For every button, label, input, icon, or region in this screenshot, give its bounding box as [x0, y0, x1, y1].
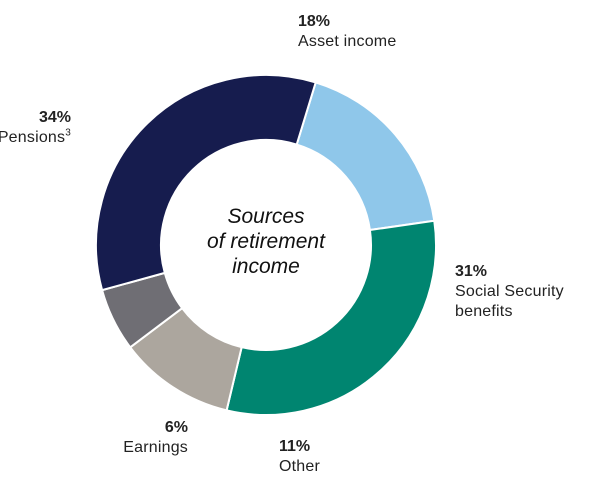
label-other-percent: 11%	[279, 438, 311, 455]
label-pensions-name: Pensions3	[0, 128, 71, 148]
slice-social-security-benefits	[225, 219, 437, 416]
label-other-name: Other	[279, 458, 321, 475]
chart-center-title: Sources of retirement income	[196, 204, 336, 279]
center-title-line-3: income	[232, 255, 300, 278]
label-earnings: 6% Earnings	[68, 418, 188, 458]
slice-pensions	[95, 74, 317, 292]
center-title-line-2: of retirement	[207, 230, 325, 253]
label-asset-income-percent: 18%	[298, 13, 331, 30]
label-social-security: 31% Social Security benefits	[455, 262, 564, 322]
pensions-footnote-marker: 3	[65, 127, 71, 139]
label-pensions: 34% Pensions3	[0, 108, 71, 148]
center-title-line-1: Sources	[227, 205, 305, 228]
label-social-security-percent: 31%	[455, 263, 488, 280]
label-social-security-name-line-1: Social Security	[455, 283, 564, 300]
label-earnings-percent: 6%	[164, 419, 188, 436]
label-other: 11% Other	[279, 437, 320, 477]
label-social-security-name-line-2: benefits	[455, 303, 513, 320]
label-pensions-text: Pensions	[0, 129, 66, 146]
label-pensions-percent: 34%	[38, 109, 71, 126]
label-asset-income: 18% Asset income	[298, 12, 396, 52]
label-earnings-name: Earnings	[123, 439, 188, 456]
label-asset-income-name: Asset income	[298, 33, 397, 50]
